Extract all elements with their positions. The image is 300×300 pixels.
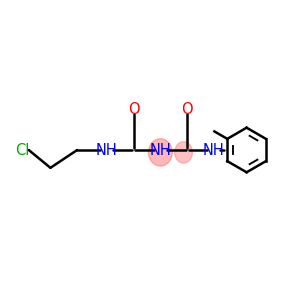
Ellipse shape xyxy=(148,139,172,166)
Text: O: O xyxy=(128,102,140,117)
Text: NH: NH xyxy=(96,142,118,158)
Text: NH: NH xyxy=(203,142,225,158)
Text: NH: NH xyxy=(149,142,171,158)
Text: Cl: Cl xyxy=(15,142,29,158)
Ellipse shape xyxy=(175,142,193,163)
Text: O: O xyxy=(181,102,193,117)
